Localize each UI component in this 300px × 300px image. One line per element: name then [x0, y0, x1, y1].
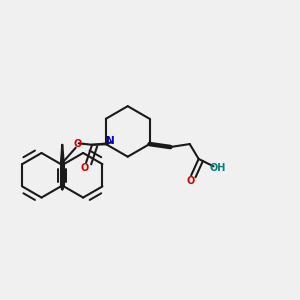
Text: OH: OH	[210, 163, 226, 173]
Text: O: O	[73, 139, 81, 149]
Text: N: N	[106, 136, 115, 146]
Text: O: O	[187, 176, 195, 186]
Text: O: O	[80, 163, 89, 173]
